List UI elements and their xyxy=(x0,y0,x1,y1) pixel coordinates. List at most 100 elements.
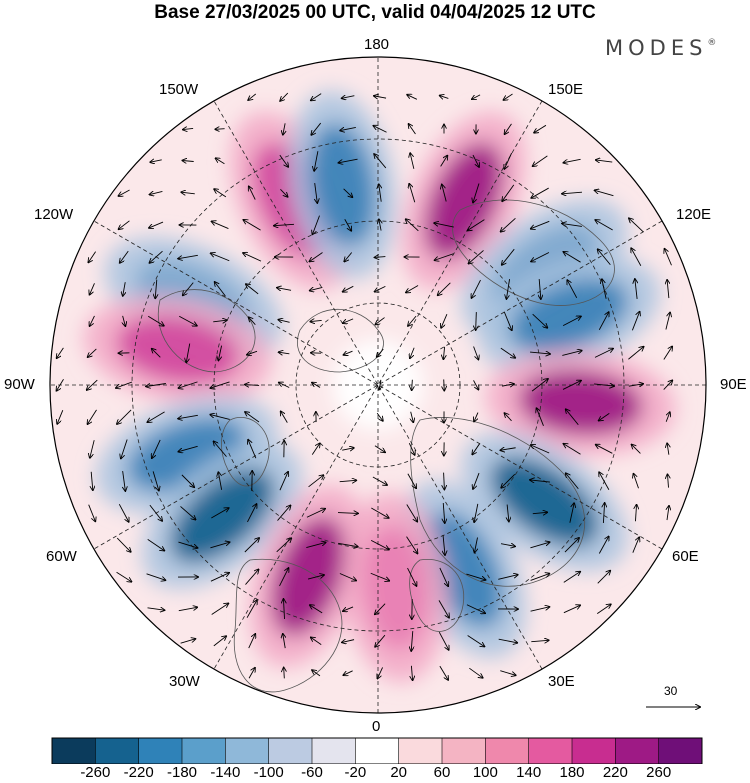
wind-arrow xyxy=(146,383,166,387)
wind-arrow xyxy=(564,538,579,553)
wind-arrow xyxy=(149,250,163,263)
colorbar-tick-label: 140 xyxy=(516,764,542,781)
wind-arrow xyxy=(179,381,198,388)
wind-arrow xyxy=(537,408,544,426)
wind-arrow xyxy=(246,284,259,295)
wind-arrow xyxy=(87,379,98,390)
wind-arrow xyxy=(631,312,639,331)
wind-arrow xyxy=(211,508,228,519)
wind-arrow xyxy=(155,279,157,299)
wind-arrow xyxy=(245,412,260,423)
wind-arrow xyxy=(149,504,162,521)
wind-arrow xyxy=(443,346,444,359)
wind-arrow xyxy=(530,607,550,612)
wind-arrow xyxy=(504,413,512,422)
wind-arrow xyxy=(633,474,639,489)
anomaly-center xyxy=(309,123,376,247)
lon-label-30w: 30W xyxy=(169,673,200,690)
wind-arrow xyxy=(121,439,128,459)
wind-arrow xyxy=(279,154,288,167)
wind-arrow xyxy=(248,440,257,459)
wind-arrow xyxy=(505,123,512,134)
coastline xyxy=(452,199,615,306)
wind-arrow xyxy=(472,443,481,455)
wind-arrow xyxy=(375,634,386,647)
wind-arrow xyxy=(474,412,479,422)
wind-arrow xyxy=(279,383,290,388)
wind-arrow xyxy=(310,287,323,290)
wind-arrow xyxy=(406,536,418,554)
wind-arrow xyxy=(434,223,454,228)
wind-arrow xyxy=(566,473,579,490)
wind-arrow xyxy=(278,320,290,323)
wind-arrow xyxy=(57,409,64,424)
wind-arrow xyxy=(562,316,581,327)
wind-arrow xyxy=(531,445,550,454)
wind-arrow xyxy=(469,667,482,678)
anomaly-center xyxy=(271,516,346,636)
wind-arrow xyxy=(406,219,419,232)
wind-arrow xyxy=(532,313,548,328)
wind-arrow xyxy=(315,183,318,203)
wind-arrow xyxy=(440,156,448,167)
wind-arrow xyxy=(249,186,256,200)
wind-arrow xyxy=(116,381,133,388)
wind-arrow xyxy=(374,445,385,453)
wind-arrow xyxy=(215,282,226,297)
wind-arrow xyxy=(56,379,64,391)
wind-arrow xyxy=(468,250,484,263)
wind-arrow xyxy=(344,252,353,262)
colorbar-tick-label: -60 xyxy=(301,764,323,781)
wind-arrow xyxy=(343,670,353,675)
wind-arrow xyxy=(410,347,415,358)
wind-arrow xyxy=(178,445,198,451)
colorbar-swatch xyxy=(355,738,400,764)
wind-arrow xyxy=(87,409,97,424)
wind-arrow xyxy=(123,282,125,296)
meridian-line xyxy=(93,220,663,550)
wind-arrow xyxy=(503,93,513,100)
wind-arrow xyxy=(507,504,509,522)
wind-arrow xyxy=(340,127,356,130)
wind-arrow xyxy=(443,502,444,523)
wind-arrow xyxy=(503,311,512,331)
wind-arrow xyxy=(472,94,481,99)
wind-arrow xyxy=(444,379,445,390)
wind-arrow xyxy=(91,471,93,490)
colorbar-swatch xyxy=(442,738,486,764)
wind-arrow xyxy=(178,414,198,418)
wind-arrow xyxy=(438,600,449,617)
colorbar-tick-label: -100 xyxy=(253,764,284,781)
wind-arrow xyxy=(152,471,159,490)
wind-arrow xyxy=(563,572,580,583)
wind-arrow xyxy=(117,409,132,424)
wind-arrow xyxy=(531,252,550,261)
wind-arrow xyxy=(411,665,412,680)
wind-arrow xyxy=(311,93,322,101)
wind-arrow xyxy=(473,346,479,360)
wind-arrow xyxy=(562,351,581,356)
wind-arrow xyxy=(443,535,445,555)
wind-arrow xyxy=(306,542,325,549)
wind-arrow xyxy=(118,189,130,196)
coastline xyxy=(410,417,585,587)
wind-arrow xyxy=(88,504,96,522)
wind-vectors xyxy=(56,92,672,680)
wind-arrow xyxy=(245,569,258,585)
wind-arrow xyxy=(377,348,384,357)
colorbar-tick-label: 260 xyxy=(646,764,672,781)
wind-arrow xyxy=(667,506,669,521)
colorbar-tick-label: -260 xyxy=(80,764,111,781)
wind-arrow xyxy=(411,631,413,651)
anomaly-center xyxy=(116,316,240,383)
wind-arrow xyxy=(594,349,613,358)
graticule xyxy=(50,57,706,713)
colorbar-swatch xyxy=(658,738,703,764)
wind-arrow xyxy=(665,249,672,266)
wind-arrow xyxy=(563,158,581,162)
wind-arrow xyxy=(147,315,164,325)
wind-arrow xyxy=(211,253,230,262)
wind-arrow xyxy=(248,634,256,649)
wind-arrow xyxy=(370,539,389,549)
colorbar-tick-label: -20 xyxy=(344,764,367,781)
